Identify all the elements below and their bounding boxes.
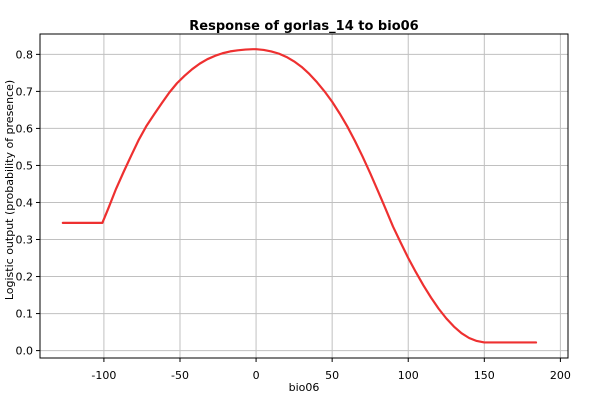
x-axis-label: bio06: [289, 381, 320, 394]
y-tick-label: 0.6: [16, 122, 34, 135]
plot-frame: [39, 33, 569, 359]
x-tick-label: -100: [91, 369, 116, 382]
x-tick-label: 100: [398, 369, 419, 382]
y-tick-label: 0.0: [16, 345, 34, 358]
x-tick-label: 200: [550, 369, 571, 382]
y-tick-label: 0.1: [16, 308, 34, 321]
chart-title: Response of gorlas_14 to bio06: [189, 19, 418, 34]
x-tick-label: -50: [171, 369, 189, 382]
x-tick-label: 150: [474, 369, 495, 382]
series-line: [61, 48, 538, 344]
y-tick-label: 0.8: [16, 48, 34, 61]
axis-ticks: -100 -50 0 50 100 150 200 0.0 0.1 0.2 0.3 0.4 0.5 0.6…: [16, 48, 571, 382]
y-tick-label: 0.5: [16, 159, 34, 172]
grid-lines: [40, 34, 568, 358]
y-tick-label: 0.3: [16, 234, 34, 247]
y-tick-label: 0.7: [16, 85, 34, 98]
y-tick-label: 0.4: [16, 196, 34, 209]
x-tick-label: 50: [325, 369, 339, 382]
x-tick-label: 0: [253, 369, 260, 382]
y-axis-label: Logistic output (probability of presence…: [3, 80, 16, 300]
y-tick-label: 0.2: [16, 271, 34, 284]
